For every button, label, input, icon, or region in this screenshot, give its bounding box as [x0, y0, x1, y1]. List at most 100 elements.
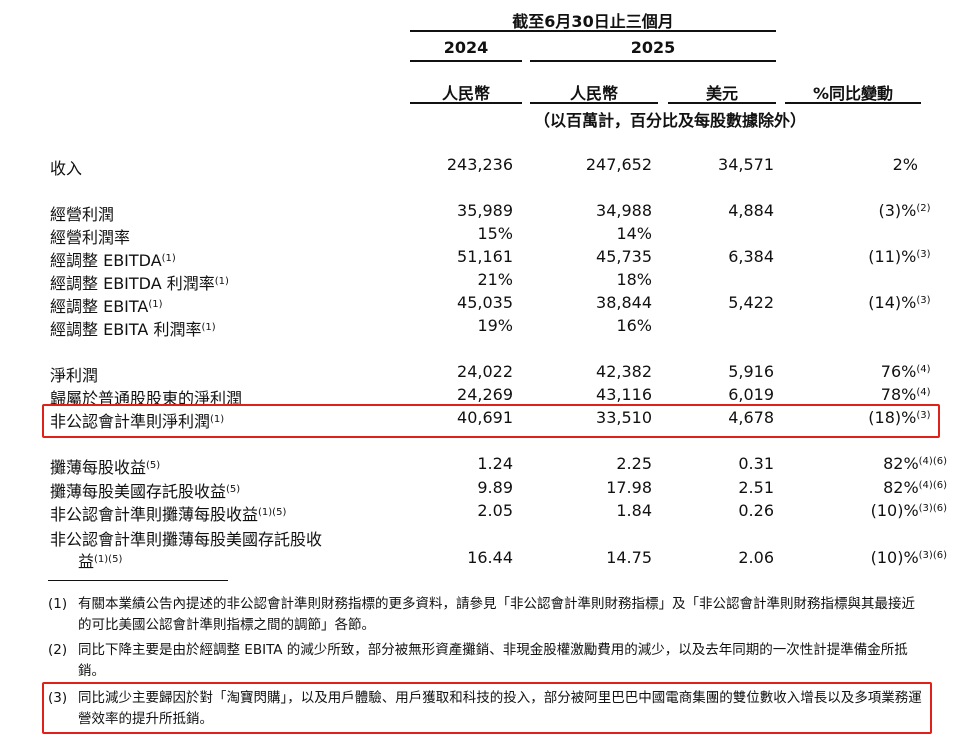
- footnote-2-number: (2): [48, 642, 68, 658]
- cell-value: 38,844: [596, 293, 652, 312]
- value-2024-rmb: 40,691: [457, 408, 513, 427]
- currency-rule-3: [668, 102, 776, 104]
- cell-value: 21%: [477, 270, 513, 289]
- cell-value: 14%: [616, 224, 652, 243]
- value-2025-usd: 0.31: [738, 454, 774, 473]
- value-2025-rmb: 16%: [616, 316, 652, 335]
- value-2024-rmb: 35,989: [457, 201, 513, 220]
- cell-value: 40,691: [457, 408, 513, 427]
- value-2025-usd: 5,916: [728, 362, 774, 381]
- cell-value: 1.84: [616, 501, 652, 520]
- value-2024-rmb: 2.05: [477, 501, 513, 520]
- row-label: 經營利潤: [50, 201, 114, 225]
- cell-value: 33,510: [596, 408, 652, 427]
- cell-value: 82%: [883, 478, 919, 497]
- cell-value: 1.24: [477, 454, 513, 473]
- cell-value: 9.89: [477, 478, 513, 497]
- cell-value: 6,019: [728, 385, 774, 404]
- cell-value: 243,236: [446, 155, 513, 174]
- row-label: 經調整 EBITA(1): [50, 293, 163, 317]
- period-header: 截至6月30日止三個月: [512, 12, 674, 31]
- footnote-2-text: 同比下降主要是由於經調整 EBITA 的減少所致，部分被無形資產攤銷、非現金股權…: [78, 642, 908, 679]
- row-label-text: 淨利潤: [50, 366, 99, 385]
- row-label: 經調整 EBITDA(1): [50, 247, 176, 271]
- value-yoy-change: 76%(4): [881, 362, 931, 381]
- change-footnote-ref: (3)(6): [918, 550, 947, 561]
- value-yoy-change: (18)%(3): [868, 408, 930, 427]
- change-footnote-ref: (3): [916, 295, 931, 306]
- cell-value: 247,652: [585, 155, 652, 174]
- change-footnote-ref: (3): [916, 410, 931, 421]
- row-label-text: 經調整 EBITA 利潤率: [50, 320, 202, 339]
- currency-rmb-2025: 人民幣: [569, 84, 618, 103]
- value-yoy-change: 78%(4): [881, 385, 931, 404]
- row-label-text: 非公認會計準則攤薄每股美國存託股收: [50, 530, 323, 549]
- highlight-footnote-3: [42, 682, 932, 734]
- value-2024-rmb: 24,269: [457, 385, 513, 404]
- table-row: 收入 243,236 247,652 34,571 2%: [0, 155, 960, 179]
- cell-value: (10)%: [870, 548, 919, 567]
- cell-value: 42,382: [596, 362, 652, 381]
- value-2025-usd: 6,019: [728, 385, 774, 404]
- value-2025-rmb: 14%: [616, 224, 652, 243]
- table-row: 淨利潤 24,022 42,382 5,916 76%(4): [0, 362, 960, 386]
- value-2024-rmb: 21%: [477, 270, 513, 289]
- cell-value: (3)%: [878, 201, 917, 220]
- value-2025-rmb: 33,510: [596, 408, 652, 427]
- cell-value: 19%: [477, 316, 513, 335]
- row-label-text: 攤薄每股收益: [50, 458, 147, 477]
- row-label: 經調整 EBITDA 利潤率(1): [50, 270, 229, 294]
- period-rule: [410, 30, 776, 32]
- row-label: 經營利潤率: [50, 224, 130, 248]
- value-yoy-change: (3)%(2): [878, 201, 930, 220]
- cell-value: 5,422: [728, 293, 774, 312]
- cell-value: 51,161: [457, 247, 513, 266]
- table-row: 經營利潤 35,989 34,988 4,884 (3)%(2): [0, 201, 960, 225]
- cell-value: 6,384: [728, 247, 774, 266]
- row-label: 歸屬於普通股股東的淨利潤: [50, 385, 242, 409]
- cell-value: 5,916: [728, 362, 774, 381]
- cell-value: 43,116: [596, 385, 652, 404]
- value-yoy-change: (11)%(3): [868, 247, 930, 266]
- value-2025-usd: 0.26: [738, 501, 774, 520]
- cell-value: 0.26: [738, 501, 774, 520]
- row-label-text: 益: [78, 552, 95, 571]
- change-footnote-ref: (3)(6): [918, 503, 947, 514]
- table-row: 非公認會計準則攤薄每股美國存託股收: [0, 526, 960, 549]
- value-2024-rmb: 24,022: [457, 362, 513, 381]
- row-label: 收入: [50, 155, 82, 179]
- cell-value: 2.25: [616, 454, 652, 473]
- cell-value: 2%: [892, 155, 918, 174]
- value-2025-usd: 2.06: [738, 548, 774, 567]
- table-row: 經調整 EBITDA 利潤率(1) 21% 18%: [0, 270, 960, 294]
- cell-value: 2.05: [477, 501, 513, 520]
- row-label-text: 非公認會計準則攤薄每股收益: [50, 505, 259, 524]
- year-2025: 2025: [630, 38, 676, 57]
- row-label-footnote-ref: (1)(5): [94, 554, 123, 565]
- row-label: 非公認會計準則攤薄每股收益(1)(5): [50, 501, 286, 525]
- year-2024: 2024: [443, 38, 489, 57]
- cell-value: 24,269: [457, 385, 513, 404]
- value-2025-rmb: 2.25: [616, 454, 652, 473]
- table-row: 經營利潤率 15% 14%: [0, 224, 960, 248]
- row-label-text: 攤薄每股美國存託股收益: [50, 482, 227, 501]
- cell-value: 35,989: [457, 201, 513, 220]
- cell-value: 16.44: [467, 548, 513, 567]
- cell-value: 15%: [477, 224, 513, 243]
- table-row: 非公認會計準則攤薄每股收益(1)(5) 2.05 1.84 0.26 (10)%(3)(…: [0, 501, 960, 525]
- cell-value: 45,735: [596, 247, 652, 266]
- row-label-footnote-ref: (1)(5): [258, 507, 287, 518]
- year-rule-2025: [530, 60, 776, 62]
- row-label-text: 經營利潤率: [50, 228, 131, 247]
- cell-value: 17.98: [606, 478, 652, 497]
- value-yoy-change: (10)%(3)(6): [871, 501, 947, 520]
- table-row: 非公認會計準則淨利潤(1) 40,691 33,510 4,678 (18)%(3): [0, 408, 960, 431]
- change-footnote-ref: (4): [916, 387, 931, 398]
- change-footnote-ref: (2): [916, 203, 931, 214]
- value-2024-rmb: 51,161: [457, 247, 513, 266]
- footnote-1-number: (1): [48, 596, 68, 612]
- currency-usd-2025: 美元: [705, 84, 738, 103]
- cell-value: 2.06: [738, 548, 774, 567]
- row-label: 淨利潤: [50, 362, 98, 386]
- row-label: 經調整 EBITA 利潤率(1): [50, 316, 216, 340]
